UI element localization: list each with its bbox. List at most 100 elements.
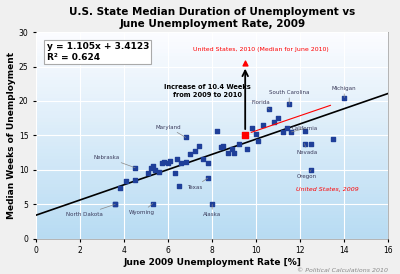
Point bbox=[235, 141, 242, 146]
Bar bbox=[36, 180, 388, 184]
Bar bbox=[36, 215, 388, 218]
Bar bbox=[36, 211, 388, 215]
Bar bbox=[36, 36, 388, 39]
Point bbox=[191, 148, 198, 153]
Bar bbox=[36, 190, 388, 194]
Bar bbox=[36, 142, 388, 146]
Bar bbox=[36, 73, 388, 77]
Text: Michigan: Michigan bbox=[332, 86, 356, 98]
Bar bbox=[36, 77, 388, 80]
Bar bbox=[36, 108, 388, 111]
Bar bbox=[36, 235, 388, 239]
Point bbox=[152, 168, 158, 172]
Text: © Political Calculations 2010: © Political Calculations 2010 bbox=[297, 268, 388, 273]
Bar bbox=[36, 63, 388, 67]
Point bbox=[147, 166, 154, 171]
Point bbox=[204, 176, 211, 180]
Point bbox=[271, 119, 277, 124]
Point bbox=[242, 61, 248, 65]
Bar bbox=[36, 53, 388, 56]
Point bbox=[302, 141, 308, 146]
Bar bbox=[36, 184, 388, 187]
Bar bbox=[36, 91, 388, 94]
Bar bbox=[36, 122, 388, 125]
Bar bbox=[36, 228, 388, 232]
Bar bbox=[36, 194, 388, 197]
Point bbox=[176, 184, 182, 189]
Text: South Carolina: South Carolina bbox=[269, 90, 310, 104]
Bar bbox=[36, 49, 388, 53]
Bar bbox=[36, 101, 388, 104]
Bar bbox=[36, 125, 388, 129]
Bar bbox=[36, 98, 388, 101]
Point bbox=[160, 159, 167, 164]
Text: Nebraska: Nebraska bbox=[94, 155, 135, 168]
Bar bbox=[36, 166, 388, 170]
Point bbox=[218, 145, 224, 149]
Point bbox=[224, 150, 231, 155]
Point bbox=[116, 185, 123, 190]
Bar bbox=[36, 218, 388, 221]
Point bbox=[172, 171, 178, 175]
Point bbox=[196, 144, 202, 148]
Bar bbox=[36, 104, 388, 108]
Text: United States, 2010 (Median for June 2010): United States, 2010 (Median for June 201… bbox=[193, 47, 328, 52]
Point bbox=[187, 152, 193, 156]
Bar bbox=[36, 94, 388, 98]
Point bbox=[253, 132, 259, 136]
Point bbox=[182, 135, 189, 140]
Point bbox=[112, 202, 118, 206]
Point bbox=[132, 165, 138, 170]
Point bbox=[280, 130, 286, 134]
Bar bbox=[36, 87, 388, 91]
Bar bbox=[36, 39, 388, 42]
Text: Nevada: Nevada bbox=[296, 144, 318, 155]
Y-axis label: Median Weeks of Unemployment: Median Weeks of Unemployment bbox=[7, 52, 16, 219]
X-axis label: June 2009 Unemployment Rate [%]: June 2009 Unemployment Rate [%] bbox=[123, 258, 301, 267]
Point bbox=[242, 133, 248, 137]
Text: North Dakota: North Dakota bbox=[66, 204, 115, 217]
Point bbox=[220, 144, 226, 148]
Point bbox=[308, 168, 314, 172]
Text: California: California bbox=[292, 126, 318, 132]
Point bbox=[266, 107, 272, 112]
Bar bbox=[36, 225, 388, 228]
Point bbox=[209, 202, 215, 206]
Point bbox=[132, 178, 138, 182]
Text: Increase of 10.4 Weeks
from 2009 to 2010: Increase of 10.4 Weeks from 2009 to 2010 bbox=[164, 84, 251, 98]
Point bbox=[229, 147, 235, 151]
Point bbox=[182, 159, 189, 164]
Point bbox=[204, 161, 211, 165]
Point bbox=[286, 102, 292, 107]
Bar bbox=[36, 208, 388, 211]
Text: United States, 2009: United States, 2009 bbox=[296, 187, 358, 192]
Point bbox=[165, 161, 171, 165]
Point bbox=[231, 150, 237, 155]
Point bbox=[167, 159, 174, 163]
Point bbox=[288, 130, 295, 134]
Bar bbox=[36, 156, 388, 159]
Point bbox=[284, 126, 290, 131]
Bar bbox=[36, 60, 388, 63]
Bar bbox=[36, 115, 388, 118]
Bar bbox=[36, 132, 388, 135]
Bar bbox=[36, 70, 388, 73]
Point bbox=[123, 179, 130, 184]
Text: Florida: Florida bbox=[251, 100, 270, 109]
Bar bbox=[36, 129, 388, 132]
Point bbox=[150, 164, 156, 169]
Point bbox=[330, 137, 336, 141]
Text: Texas: Texas bbox=[187, 178, 208, 190]
Bar bbox=[36, 139, 388, 142]
Bar bbox=[36, 32, 388, 36]
Bar bbox=[36, 149, 388, 153]
Text: Wyoming: Wyoming bbox=[129, 204, 155, 215]
Point bbox=[244, 147, 250, 151]
Bar bbox=[36, 46, 388, 49]
Point bbox=[158, 161, 165, 165]
Point bbox=[248, 126, 255, 131]
Bar bbox=[36, 177, 388, 180]
Point bbox=[308, 141, 314, 146]
Bar bbox=[36, 221, 388, 225]
Title: U.S. State Median Duration of Unemployment vs
June Unemployment Rate, 2009: U.S. State Median Duration of Unemployme… bbox=[69, 7, 355, 28]
